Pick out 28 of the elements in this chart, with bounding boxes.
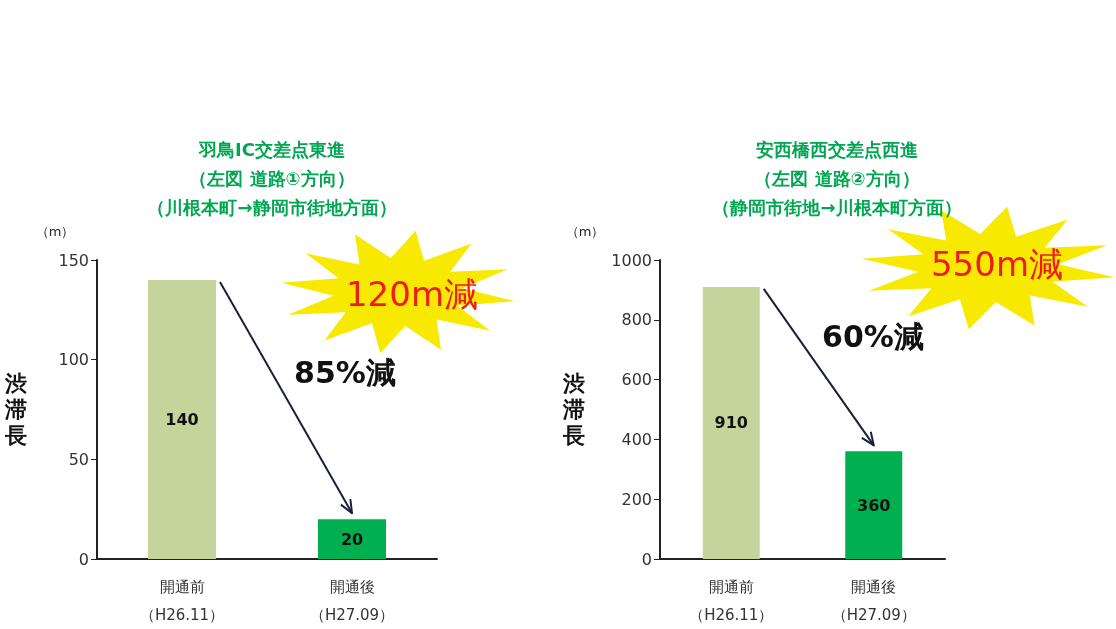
y-axis-title: 渋滞長 xyxy=(562,371,585,448)
annotation: 120m減 xyxy=(345,273,479,316)
x-tick-label: 開通前（H26.11） xyxy=(689,578,774,624)
x-tick-label: 開通後（H27.09） xyxy=(309,578,395,624)
y-tick-label: 50 xyxy=(68,449,89,469)
annotation: 85%減 xyxy=(294,353,396,392)
text: （m） xyxy=(35,223,75,241)
y-tick-label: 200 xyxy=(621,489,652,509)
x-tick-label: 開通前（H26.11） xyxy=(139,578,225,624)
data-label: 140 xyxy=(165,409,199,429)
data-label: 910 xyxy=(714,413,748,433)
data-label: 20 xyxy=(340,529,364,549)
y-tick-label: 0 xyxy=(78,549,89,569)
y-tick-label: 400 xyxy=(621,429,652,449)
y-tick-label: 600 xyxy=(621,370,652,390)
y-axis-title: 渋滞長 xyxy=(4,371,27,448)
x-tick-label: 開通後（H27.09） xyxy=(831,578,916,624)
chart-title: 羽鳥IC交差点東進（左図 道路①方向）（川根本町→静岡市街地方面） xyxy=(147,139,397,218)
annotation: 550m減 xyxy=(930,243,1064,286)
y-tick-label: 100 xyxy=(58,350,89,370)
text: （m） xyxy=(565,223,605,241)
y-tick-label: 1000 xyxy=(611,250,652,270)
data-label: 360 xyxy=(857,495,891,515)
y-tick-label: 150 xyxy=(58,250,89,270)
annotation: 60%減 xyxy=(822,317,924,356)
y-tick-label: 0 xyxy=(641,549,652,569)
y-tick-label: 800 xyxy=(621,310,652,330)
chart-title: 安西橋西交差点西進（左図 道路②方向）（静岡市街地→川根本町方面） xyxy=(712,139,962,218)
